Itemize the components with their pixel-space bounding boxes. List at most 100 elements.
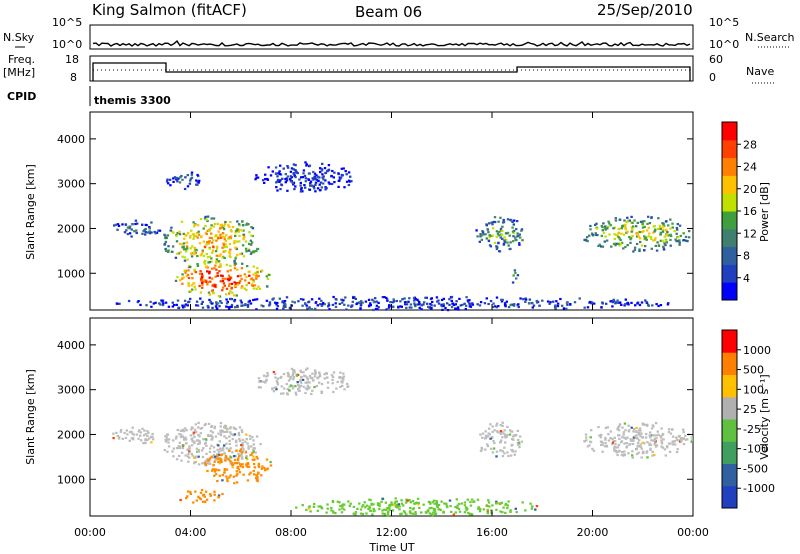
power-echo-cell-7 (596, 234, 599, 237)
velocity-echo-cell-6 (642, 451, 645, 454)
velocity-echo-cell-0 (142, 434, 146, 437)
power-echo-cell-6 (516, 274, 520, 277)
power-echo-cell-1 (193, 225, 196, 228)
power-echo-cell-8 (318, 297, 321, 300)
power-echo-cell-8 (360, 300, 363, 303)
velocity-echo-cell-6 (586, 445, 590, 448)
power-echo-cell-7 (665, 239, 668, 242)
power-echo-cell-7 (662, 225, 665, 228)
power-echo-cell-2 (225, 263, 229, 266)
velocity-echo-cell-4 (318, 373, 322, 376)
power-echo-cell-7 (641, 220, 644, 223)
power-echo-cell-4 (314, 190, 317, 193)
power-echo-cell-7 (642, 230, 645, 233)
velocity-echo-cell-6 (673, 440, 677, 443)
power-echo-cell-8 (377, 306, 380, 309)
velocity-echo-cell-7 (370, 503, 374, 506)
velocity-echo-cell-5 (506, 451, 509, 454)
power-echo-cell-8 (374, 297, 377, 300)
velocity-echo-cell-1 (225, 447, 229, 450)
power-echo-cell-8 (655, 303, 658, 306)
power-echo-cell-2 (233, 267, 237, 270)
power-echo-cell-2 (181, 277, 184, 280)
velocity-echo-cell-4 (326, 381, 330, 384)
power-echo-cell-8 (186, 304, 189, 307)
power-echo-cell-7 (656, 241, 659, 244)
nsky-trace (92, 40, 691, 47)
power-echo-cell-4 (264, 173, 267, 176)
power-echo-cell-1 (241, 244, 245, 247)
velocity-echo-cell-4 (276, 381, 279, 384)
power-echo-cell-8 (624, 303, 627, 306)
power-echo-cell-1 (200, 252, 204, 256)
power-echo-cell-5 (518, 243, 521, 246)
power-echo-cell-8 (369, 302, 372, 305)
velocity-echo-cell-1 (194, 455, 197, 458)
velocity-echo-cell-0 (117, 437, 121, 440)
velocity-echo-cell-6 (635, 426, 638, 430)
nsearch-tick-top: 10^5 (709, 16, 739, 29)
velocity-echo-cell-7 (397, 503, 401, 506)
velocity-echo-cell-4 (326, 386, 330, 389)
power-echo-cell-2 (183, 269, 186, 272)
power-echo-cell-8 (254, 298, 257, 301)
power-echo-cell-1 (167, 245, 170, 248)
power-echo-cell-4 (314, 181, 318, 184)
freq-trace (92, 62, 691, 81)
velocity-echo-cell-6 (598, 434, 601, 437)
power-echo-cell-5 (498, 230, 501, 234)
velocity-echo-cell-6 (672, 440, 675, 444)
velocity-echo-cell-2 (235, 449, 238, 452)
power-echo-cell-2 (181, 282, 184, 285)
velocity-echo-cell-4 (331, 378, 334, 381)
velocity-echo-cell-7 (491, 504, 494, 507)
velocity-echo-cell-1 (188, 450, 191, 453)
velocity-echo-cell-6 (636, 437, 639, 440)
velocity-echo-cell-7 (405, 501, 408, 504)
velocity-echo-cell-6 (617, 434, 620, 437)
power-echo-cell-1 (189, 247, 192, 250)
velocity-echo-cell-7 (378, 505, 381, 508)
power-echo-cell-8 (282, 306, 285, 309)
power-echo-cell-8 (609, 300, 612, 303)
nsky-tick-top: 10^5 (52, 16, 82, 29)
velocity-ytick-label-3: 4000 (57, 339, 85, 352)
velocity-echo-cell-1 (204, 459, 208, 462)
velocity-echo-cell-5 (510, 449, 513, 452)
velocity-echo-cell-7 (433, 510, 437, 513)
power-colorbar-tick-3: 16 (743, 205, 757, 218)
velocity-echo-cell-6 (641, 436, 644, 439)
power-echo-cell-4 (291, 181, 294, 184)
velocity-echo-cell-5 (508, 433, 512, 436)
power-echo-cell-8 (437, 302, 441, 305)
power-echo-cell-8 (209, 300, 212, 303)
power-echo-cell-8 (374, 307, 378, 310)
power-echo-cell-5 (475, 229, 478, 232)
velocity-echo-cell-4 (289, 384, 293, 387)
power-echo-cell-8 (559, 297, 562, 301)
power-echo-cell-4 (309, 182, 312, 185)
power-echo-cell-2 (211, 284, 214, 287)
power-echo-cell-4 (320, 186, 323, 189)
velocity-echo-cell-1 (196, 442, 200, 446)
power-echo-cell-2 (189, 265, 192, 269)
power-echo-cell-5 (512, 235, 515, 238)
power-echo-cell-7 (625, 221, 628, 224)
power-echo-cell-7 (618, 218, 622, 221)
power-echo-cell-2 (210, 267, 214, 270)
velocity-echo-cell-3 (221, 492, 224, 496)
velocity-echo-cell-2 (235, 461, 238, 465)
power-echo-cell-8 (342, 299, 345, 302)
velocity-echo-cell-7 (457, 502, 461, 506)
power-echo-cell-2 (194, 288, 197, 291)
velocity-echo-cell-7 (386, 512, 390, 515)
power-echo-cell-1 (224, 243, 227, 246)
velocity-echo-cell-4 (264, 379, 268, 383)
power-echo-cell-8 (562, 307, 566, 310)
velocity-echo-cell-6 (611, 443, 614, 446)
velocity-echo-cell-7 (472, 500, 475, 503)
power-echo-cell-8 (334, 305, 338, 308)
power-echo-cell-5 (487, 231, 490, 234)
velocity-echo-cell-1 (185, 442, 188, 445)
